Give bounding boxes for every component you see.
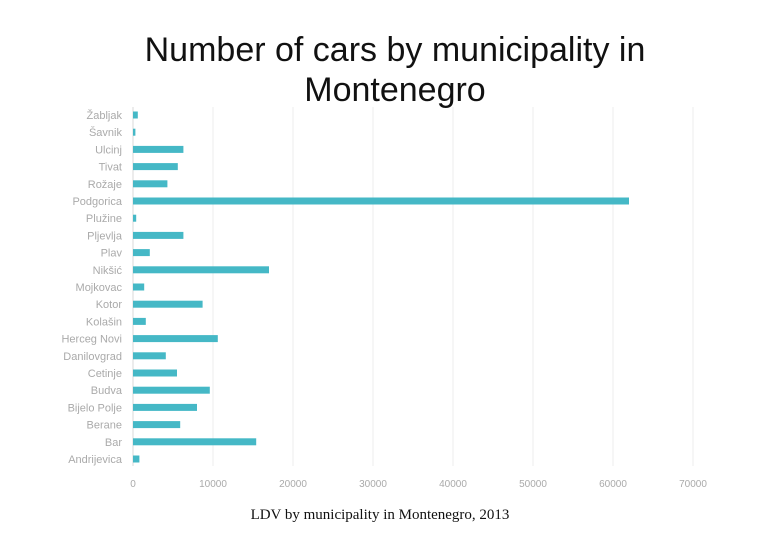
x-tick-label: 30000 [359,479,387,490]
category-label: Žabljak [87,109,123,122]
category-label: Bar [105,437,122,449]
category-label: Plav [101,248,123,260]
bar [133,163,178,171]
bar [133,421,181,429]
bar [133,369,177,377]
x-tick-label: 0 [130,479,136,490]
bar [133,214,137,222]
bar [133,266,269,274]
bar [133,386,210,394]
bar [133,317,146,325]
bar [133,180,168,188]
category-label: Mojkovac [76,282,123,294]
bar [133,438,257,446]
bar [133,128,136,136]
x-tick-label: 60000 [599,479,627,490]
category-label: Budva [91,385,123,397]
category-label: Podgorica [72,196,122,208]
x-tick-label: 20000 [279,479,307,490]
x-tick-label: 70000 [679,479,707,490]
category-label: Kolašin [86,316,122,328]
category-label: Andrijevica [68,454,123,466]
category-labels: Žabljak Šavnik Ulcinj Tivat Rožaje Podgorica P… [61,109,122,466]
category-label: Rožaje [88,179,122,191]
category-label: Danilovgrad [63,351,122,363]
bar [133,455,140,463]
bar [133,300,203,308]
category-label: Berane [87,420,122,432]
bars [133,111,629,463]
bar [133,231,184,239]
bar [133,145,184,153]
category-label: Nikšić [93,265,123,277]
x-tick-label: 40000 [439,479,467,490]
bar [133,335,218,343]
category-label: Bijelo Polje [68,402,122,414]
chart-title: Number of cars by municipality in Monten… [144,31,646,109]
x-tick-labels: 0 10000 20000 30000 40000 50000 60000 70000 [130,479,707,490]
category-label: Kotor [96,299,123,311]
x-tick-label: 10000 [199,479,227,490]
category-label: Pljevlja [87,230,123,242]
category-label: Plužine [86,213,122,225]
bar [133,283,145,291]
bar [133,403,197,411]
category-label: Ulcinj [95,144,122,156]
category-label: Šavnik [89,126,123,139]
gridlines [132,107,694,466]
x-axis-label: LDV by municipality in Montenegro, 2013 [250,507,510,523]
bar [133,111,138,119]
category-label: Cetinje [88,368,122,380]
bar [133,249,150,257]
category-label: Herceg Novi [61,334,122,346]
bar [133,352,166,360]
category-label: Tivat [99,162,122,174]
bar [133,197,629,205]
x-tick-label: 50000 [519,479,547,490]
